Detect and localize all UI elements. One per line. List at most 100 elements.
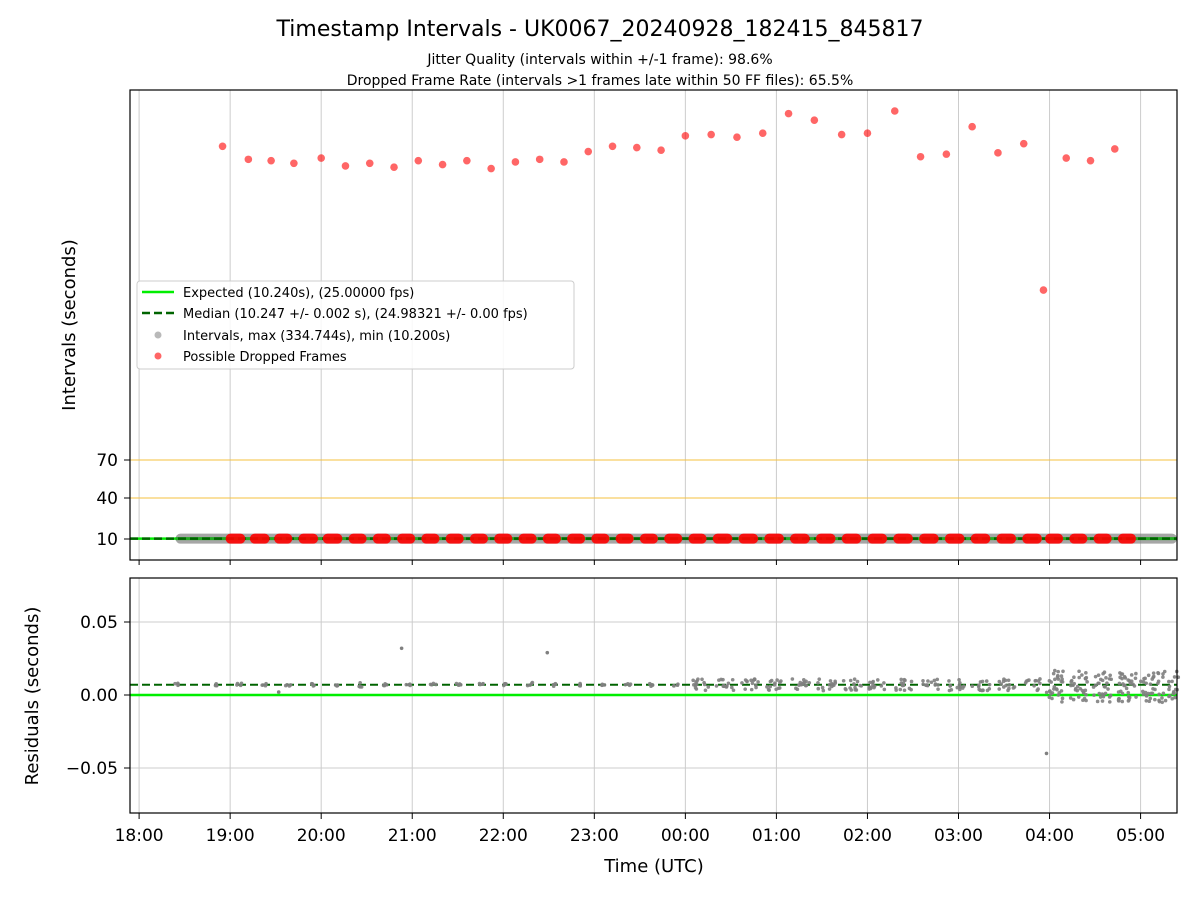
legend-intervals-label: Intervals, max (334.744s), min (10.200s) bbox=[183, 329, 450, 344]
dropped-frame-point bbox=[758, 129, 767, 138]
residual-point bbox=[706, 685, 711, 689]
residual-point bbox=[929, 680, 934, 685]
residual-point bbox=[909, 679, 914, 684]
dropped-frame-cluster bbox=[764, 533, 784, 544]
residual-point bbox=[173, 681, 177, 686]
dropped-frame-point bbox=[244, 155, 253, 164]
dropped-frame-cluster bbox=[567, 533, 586, 544]
residual-point bbox=[1148, 682, 1153, 686]
residual-point bbox=[1073, 686, 1078, 691]
residual-point bbox=[882, 687, 887, 692]
residual-point bbox=[311, 684, 316, 688]
dropped-frame-cluster bbox=[469, 533, 489, 544]
dropped-frame-point bbox=[608, 142, 617, 151]
dropped-frame-point bbox=[707, 130, 715, 139]
residual-point bbox=[1035, 688, 1040, 693]
legend-median-label: Median (10.247 +/- 0.002 s), (24.98321 +… bbox=[183, 307, 528, 322]
residual-point bbox=[1072, 675, 1076, 680]
dropped-frame-cluster bbox=[421, 533, 440, 544]
residual-point bbox=[695, 679, 699, 683]
residual-point bbox=[832, 683, 836, 687]
residual-point bbox=[803, 683, 808, 688]
residual-point bbox=[1077, 675, 1081, 680]
dropped-frame-point bbox=[1086, 156, 1095, 165]
dropped-frame-point bbox=[560, 158, 568, 166]
residual-point bbox=[935, 677, 940, 682]
residual-point bbox=[1100, 699, 1105, 703]
residual-point bbox=[924, 683, 928, 687]
residual-point bbox=[1023, 681, 1028, 685]
residual-point bbox=[1144, 681, 1148, 686]
dropped-frame-cluster bbox=[445, 533, 464, 544]
dropped-frame-cluster bbox=[298, 533, 319, 544]
residual-point bbox=[1097, 691, 1102, 696]
residual-point bbox=[525, 683, 530, 688]
residual-point bbox=[853, 687, 858, 692]
residual-point bbox=[807, 680, 812, 685]
residual-point bbox=[1167, 684, 1172, 689]
residual-point bbox=[1093, 683, 1098, 688]
residual-point bbox=[600, 683, 604, 688]
residual-point bbox=[1107, 700, 1112, 704]
dropped-frame-cluster bbox=[1044, 533, 1064, 544]
residual-point bbox=[816, 680, 820, 685]
dropped-frame-point bbox=[942, 150, 951, 158]
x-tick-label: 01:00 bbox=[752, 826, 801, 846]
residual-point bbox=[947, 679, 951, 683]
dropped-frame-cluster bbox=[712, 533, 733, 544]
residual-point bbox=[768, 679, 773, 684]
residual-point bbox=[1059, 689, 1064, 693]
residual-point bbox=[1060, 680, 1065, 684]
residual-point bbox=[287, 684, 292, 688]
residual-point bbox=[802, 680, 807, 685]
x-tick-label: 04:00 bbox=[1025, 826, 1074, 846]
residual-point bbox=[907, 686, 912, 691]
legend-frame bbox=[136, 280, 575, 370]
residual-point bbox=[1117, 681, 1122, 686]
residual-point bbox=[1038, 681, 1042, 686]
residual-point bbox=[719, 677, 723, 682]
residual-point bbox=[1156, 670, 1160, 675]
residual-point bbox=[841, 678, 846, 683]
dropped-frame-cluster bbox=[542, 533, 561, 544]
dropped-frame-cluster bbox=[970, 533, 991, 544]
residual-point bbox=[867, 685, 872, 690]
legend-expected-label: Expected (10.240s), (25.00000 fps) bbox=[183, 286, 414, 301]
residual-point bbox=[872, 684, 877, 688]
residual-outlier-point bbox=[545, 650, 550, 655]
residual-point bbox=[1092, 693, 1096, 697]
residual-point bbox=[238, 683, 243, 688]
dropped-frame-point bbox=[487, 164, 495, 173]
residual-point bbox=[1146, 673, 1151, 678]
residual-point bbox=[1151, 671, 1156, 675]
residuals-plot: 0.05 0.00 −0.05 18:00 19:00 20:00 21:00 22:00 23… bbox=[66, 577, 1181, 846]
residual-point bbox=[691, 678, 695, 683]
residual-point bbox=[1032, 683, 1036, 688]
dropped-frame-cluster bbox=[397, 533, 416, 544]
residual-point bbox=[1141, 692, 1146, 697]
residual-point bbox=[1150, 677, 1155, 681]
dropped-frame-cluster bbox=[790, 533, 810, 544]
residual-point bbox=[1060, 700, 1064, 704]
residual-point bbox=[1051, 671, 1056, 676]
residual-point bbox=[726, 681, 731, 686]
dropped-frame-point bbox=[1110, 145, 1119, 153]
residual-point bbox=[844, 687, 848, 692]
residual-point bbox=[901, 681, 906, 685]
x-tick-label: 19:00 bbox=[206, 826, 255, 846]
residual-point bbox=[1095, 699, 1100, 704]
dropped-frame-cluster bbox=[738, 533, 759, 544]
residual-point bbox=[1047, 679, 1052, 683]
dropped-frame-point bbox=[863, 129, 872, 138]
residual-point bbox=[848, 678, 853, 683]
residual-point bbox=[765, 685, 769, 689]
residual-point bbox=[1141, 679, 1146, 684]
dropped-frame-point bbox=[1039, 286, 1048, 294]
residual-point bbox=[816, 686, 821, 691]
residual-point bbox=[1093, 674, 1098, 679]
residual-point bbox=[458, 683, 463, 687]
residual-point bbox=[882, 681, 886, 685]
residual-point bbox=[817, 677, 822, 681]
residual-point bbox=[703, 688, 708, 693]
residual-point bbox=[1120, 672, 1125, 676]
